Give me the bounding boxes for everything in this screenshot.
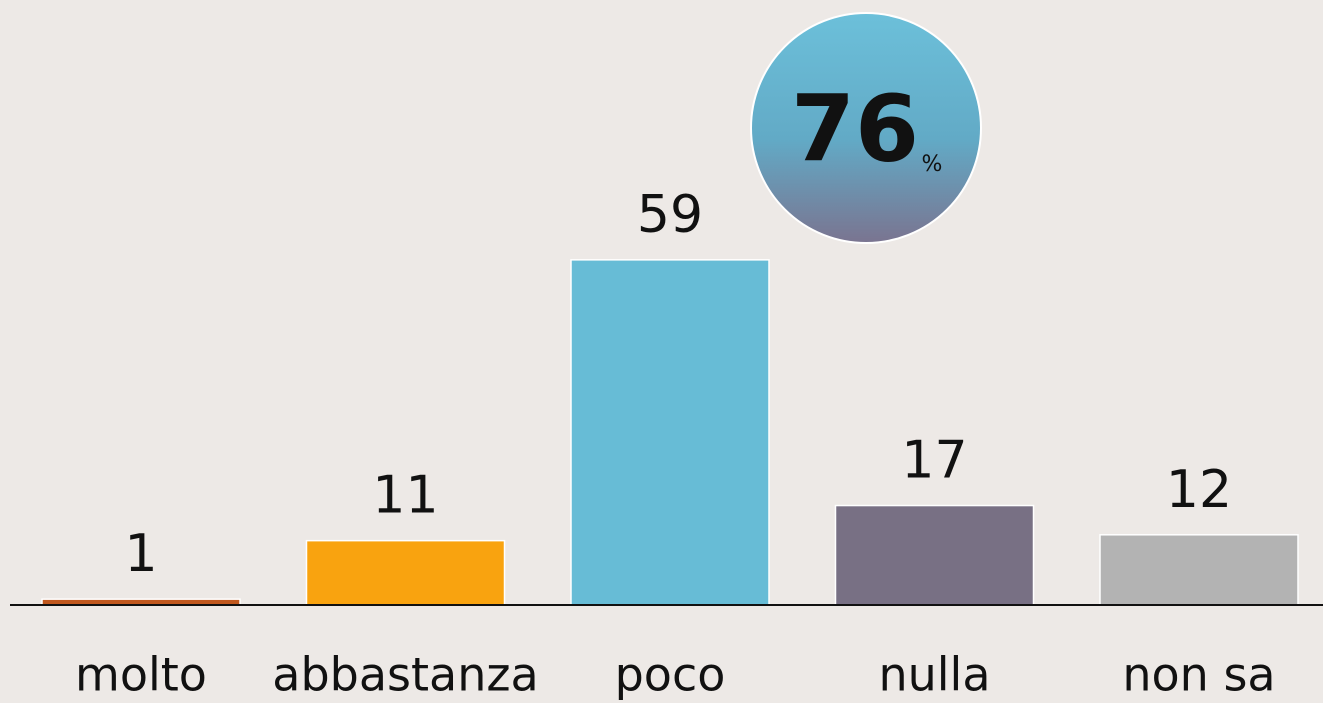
value-label: 59 <box>637 185 703 245</box>
category-label: poco <box>615 648 726 702</box>
value-label: 12 <box>1166 460 1232 520</box>
bar <box>305 539 506 606</box>
category-label: abbastanza <box>272 648 538 702</box>
highlight-unit: % <box>922 152 943 177</box>
category-label: molto <box>75 648 207 702</box>
highlight-bubble <box>750 12 982 244</box>
value-label: 17 <box>901 431 967 491</box>
highlight-value: 76 <box>791 75 919 182</box>
category-label: non sa <box>1122 648 1275 702</box>
value-label: 1 <box>124 524 157 584</box>
bar <box>834 504 1035 606</box>
bar <box>1099 534 1299 606</box>
bar <box>570 259 770 606</box>
value-label: 11 <box>372 466 438 526</box>
category-label: nulla <box>878 648 990 702</box>
